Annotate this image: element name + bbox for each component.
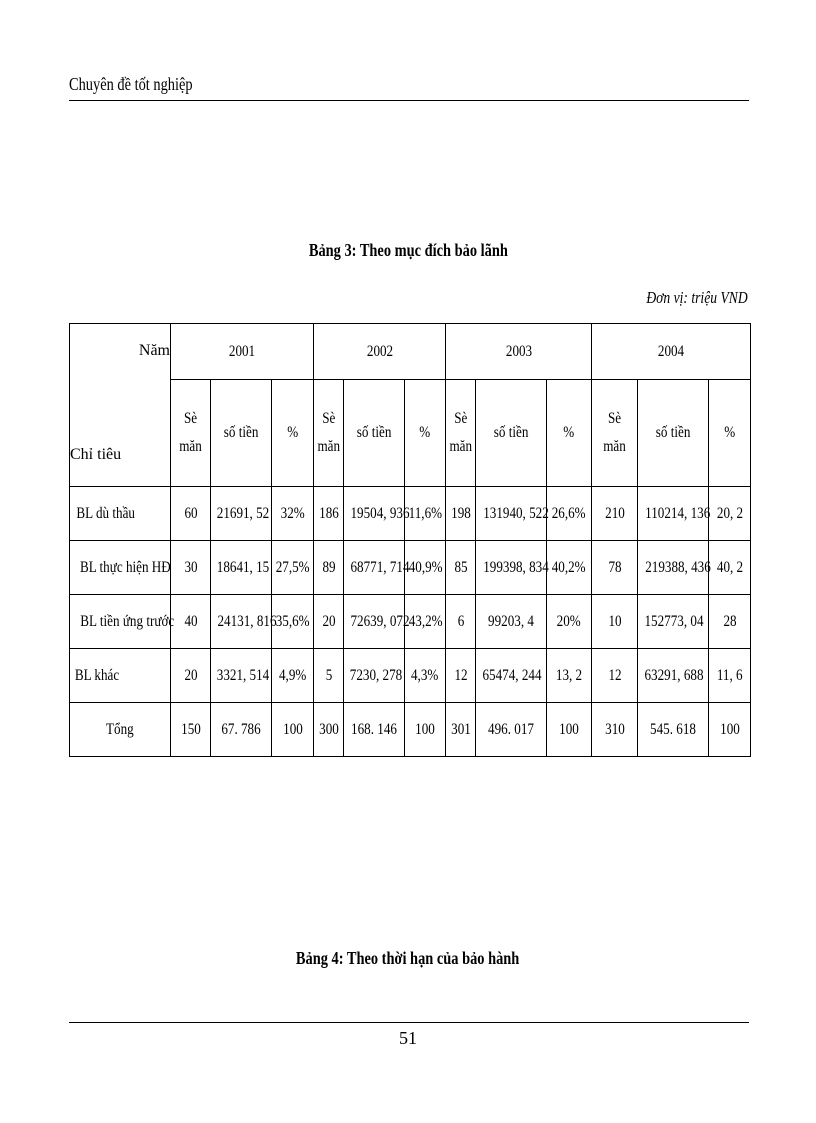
table-cell: 4,3% xyxy=(404,648,446,703)
table-cell: 13, 2 xyxy=(546,648,592,703)
table-cell: 78 xyxy=(591,540,638,595)
table-cell: 4,9% xyxy=(271,648,314,703)
table3: Năm Chỉ tiêu 2001 2002 2003 2004 Sè măn s… xyxy=(69,323,751,757)
count-header: Sè măn xyxy=(170,379,211,487)
table-cell: 545. 618 xyxy=(637,702,709,757)
table-cell: 26,6% xyxy=(546,486,592,541)
table-cell: 6 xyxy=(445,594,476,649)
corner-header-cell: Năm Chỉ tiêu xyxy=(69,323,171,487)
table-cell: 40,2% xyxy=(546,540,592,595)
table-row: BL khác 20 3321, 514 4,9% 5 7230, 278 4,3% 12 65… xyxy=(69,648,751,703)
header-rule xyxy=(69,100,749,101)
indicator-axis-label: Chỉ tiêu xyxy=(70,446,122,463)
table-cell: 10 xyxy=(591,594,638,649)
count-header: Sè măn xyxy=(313,379,344,487)
table-cell: 12 xyxy=(445,648,476,703)
table-cell: 12 xyxy=(591,648,638,703)
table-cell: 89 xyxy=(313,540,344,595)
table-cell: 24131, 816 xyxy=(210,594,277,649)
row-label: BL tiền ứng trước xyxy=(69,594,174,649)
amount-header: số tiền xyxy=(475,379,547,487)
table-cell: 63291, 688 xyxy=(637,648,709,703)
table3-title: Bảng 3: Theo mục đích bảo lãnh xyxy=(0,240,816,261)
table-cell: 3321, 514 xyxy=(210,648,272,703)
table-cell: 19504, 936 xyxy=(343,486,410,541)
table-cell: 198 xyxy=(445,486,476,541)
year-header: 2001 xyxy=(170,323,314,380)
table-cell: 40, 2 xyxy=(708,540,751,595)
table-cell: 68771, 714 xyxy=(343,540,410,595)
percent-header: % xyxy=(546,379,592,487)
count-header: Sè măn xyxy=(445,379,476,487)
table-cell: 32% xyxy=(271,486,314,541)
table-cell: 310 xyxy=(591,702,638,757)
table-cell: 20% xyxy=(546,594,592,649)
table-cell: 300 xyxy=(313,702,344,757)
amount-header: số tiền xyxy=(210,379,272,487)
table-cell: 150 xyxy=(170,702,211,757)
table-cell: 20 xyxy=(313,594,344,649)
table4-title-text: Bảng 4: Theo thời hạn của bảo hành xyxy=(296,948,520,968)
table-cell: 11, 6 xyxy=(708,648,751,703)
unit-label: Đơn vị: triệu VND xyxy=(646,288,748,307)
table-cell: 40,9% xyxy=(404,540,446,595)
table-cell: 35,6% xyxy=(271,594,314,649)
table-cell: 11,6% xyxy=(404,486,446,541)
amount-header: số tiền xyxy=(343,379,405,487)
table-cell: 67. 786 xyxy=(210,702,272,757)
table-cell: 43,2% xyxy=(404,594,446,649)
table-cell: 100 xyxy=(708,702,751,757)
year-header: 2002 xyxy=(313,323,446,380)
table-cell: 60 xyxy=(170,486,211,541)
footer-rule xyxy=(69,1022,749,1023)
table-cell: 100 xyxy=(404,702,446,757)
table-cell: 100 xyxy=(271,702,314,757)
table-cell: 20 xyxy=(170,648,211,703)
table-cell: 28 xyxy=(708,594,751,649)
page-number: 51 xyxy=(399,1028,417,1048)
table-cell: 65474, 244 xyxy=(475,648,547,703)
table-cell: 27,5% xyxy=(271,540,314,595)
table4-title: Bảng 4: Theo thời hạn của bảo hành xyxy=(0,948,816,969)
table-cell: 186 xyxy=(313,486,344,541)
year-axis-label: Năm xyxy=(138,342,170,359)
table-row: BL tiền ứng trước 40 24131, 816 35,6% 20 7263… xyxy=(69,594,751,649)
table-cell: 152773, 04 xyxy=(637,594,709,649)
table-cell: 219388, 436 xyxy=(637,540,711,595)
table-cell: 110214, 136 xyxy=(637,486,710,541)
table-cell: 20, 2 xyxy=(708,486,751,541)
count-header: Sè măn xyxy=(591,379,638,487)
amount-header: số tiền xyxy=(637,379,709,487)
table-cell: 72639, 072 xyxy=(343,594,410,649)
table3-title-text: Bảng 3: Theo mục đích bảo lãnh xyxy=(308,240,508,260)
table-cell: 100 xyxy=(546,702,592,757)
table-cell: 301 xyxy=(445,702,476,757)
table-cell: 199398, 834 xyxy=(475,540,549,595)
table-row: BL dù thầu 60 21691, 52 32% 186 19504, 936 11,… xyxy=(69,486,751,541)
table-row: Tổng 150 67. 786 100 300 168. 146 100 301 496. 0… xyxy=(69,702,751,757)
percent-header: % xyxy=(271,379,314,487)
table-cell: 99203, 4 xyxy=(475,594,547,649)
row-label: BL thực hiện HĐ xyxy=(69,540,171,595)
percent-header: % xyxy=(708,379,751,487)
year-header: 2003 xyxy=(445,323,592,380)
table-cell: 18641, 15 xyxy=(210,540,272,595)
table-cell: 496. 017 xyxy=(475,702,547,757)
table-cell: 30 xyxy=(170,540,211,595)
percent-header: % xyxy=(404,379,446,487)
table-cell: 131940, 522 xyxy=(475,486,549,541)
table-cell: 40 xyxy=(170,594,211,649)
table-cell: 210 xyxy=(591,486,638,541)
table-cell: 21691, 52 xyxy=(210,486,272,541)
table-cell: 168. 146 xyxy=(343,702,405,757)
table-cell: 5 xyxy=(313,648,344,703)
running-header: Chuyên đề tốt nghiệp xyxy=(69,74,193,94)
table-cell: 7230, 278 xyxy=(343,648,405,703)
year-header: 2004 xyxy=(591,323,751,380)
row-label: BL khác xyxy=(69,648,171,703)
row-label: BL dù thầu xyxy=(69,486,171,541)
row-label: Tổng xyxy=(69,702,171,757)
table-cell: 85 xyxy=(445,540,476,595)
table-row: BL thực hiện HĐ 30 18641, 15 27,5% 89 68771, … xyxy=(69,540,751,595)
